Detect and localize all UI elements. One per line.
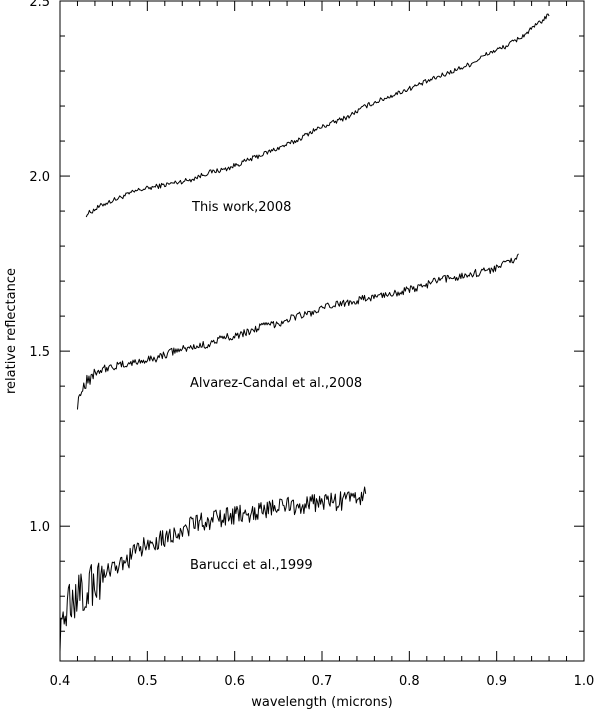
x-tick-label: 1.0 xyxy=(574,674,594,689)
plot-frame xyxy=(59,0,585,662)
series-lines xyxy=(59,13,550,652)
x-tick-label: 0.8 xyxy=(399,674,420,689)
series-labels: This work,2008 Alvarez-Candal et al.,2008… xyxy=(190,200,362,573)
series-label: Barucci et al.,1999 xyxy=(190,558,313,573)
x-tick-label: 0.9 xyxy=(486,674,507,689)
series-line xyxy=(85,13,550,218)
x-axis-title: wavelength (microns) xyxy=(251,695,392,710)
series-line xyxy=(76,253,519,410)
y-tick-label: 1.0 xyxy=(29,520,50,535)
y-tick-label: 2.0 xyxy=(29,170,50,185)
series-label: Alvarez-Candal et al.,2008 xyxy=(190,376,362,391)
x-tick-label: 0.6 xyxy=(224,674,245,689)
y-tick-label: 2.5 xyxy=(29,0,50,10)
axis-ticks xyxy=(59,0,585,661)
y-axis-title: relative reflectance xyxy=(4,268,19,394)
x-tick-label: 0.5 xyxy=(137,674,158,689)
series-label: This work,2008 xyxy=(191,200,291,215)
y-tick-label: 1.5 xyxy=(29,345,50,360)
x-tick-label: 0.7 xyxy=(312,674,333,689)
x-tick-label: 0.4 xyxy=(50,674,71,689)
axis-tick-labels: 0.4 0.5 0.6 0.7 0.8 0.9 1.0 1.0 1.5 2.0 2.5 xyxy=(29,0,594,689)
series-line xyxy=(59,486,367,652)
